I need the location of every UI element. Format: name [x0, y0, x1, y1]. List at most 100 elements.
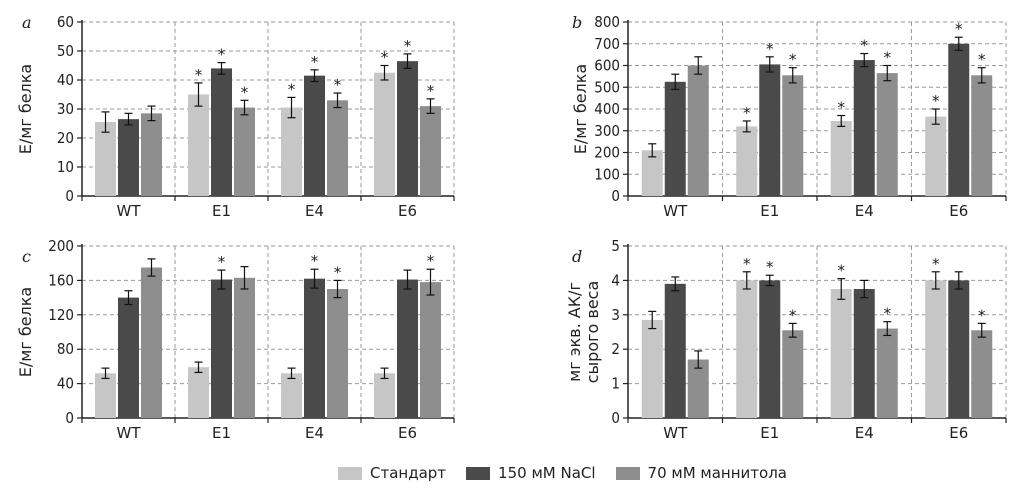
panel-d-bar [687, 359, 709, 418]
panel-a-significance-mark: * [427, 82, 435, 100]
panel-b-bar [782, 75, 804, 196]
panel-c-x-tick-label: E6 [398, 424, 417, 442]
panel-d-significance-mark: * [884, 305, 892, 323]
panel-b-significance-mark: * [861, 37, 869, 55]
panel-a-significance-mark: * [241, 83, 249, 101]
panel-b-significance-mark: * [955, 20, 963, 38]
panel-a-significance-mark: * [334, 76, 342, 94]
panel-c-bar [304, 278, 325, 418]
legend-label-standard: Стандарт [370, 464, 447, 482]
panel-a-significance-mark: * [311, 53, 319, 71]
panel-a-bar [211, 68, 232, 196]
panel-c-bar [234, 277, 255, 418]
panel-c-bar [188, 367, 209, 418]
panel-a-bar [327, 100, 348, 196]
panel-c-bar [211, 279, 232, 418]
panel-c-bar [397, 279, 418, 418]
panel-a-x-tick-label: WT [117, 202, 142, 220]
panel-d-y-tick-label: 4 [611, 271, 620, 289]
panel-a-y-tick-label: 20 [57, 129, 74, 147]
panel-a-x-tick-label: E4 [305, 202, 324, 220]
panel-a-y-tick-label: 30 [57, 100, 74, 118]
panel-d-y-tick-label: 3 [611, 306, 620, 324]
panel-d-y-axis-label-line2: сырого веса [583, 281, 602, 384]
legend-item-nacl: 150 мМ NaCl [466, 464, 596, 482]
panel-c-significance-mark: * [427, 252, 435, 270]
panel-d-bar [971, 330, 993, 418]
panel-c-y-axis-label: Е/мг белка [16, 287, 35, 377]
panel-b-bar [736, 126, 758, 196]
panel-a-significance-mark: * [288, 80, 296, 98]
panel-d-bar [925, 280, 947, 418]
panel-d-bar [830, 289, 852, 418]
panel-d-significance-mark: * [932, 255, 940, 273]
panel-a-bar [420, 106, 441, 196]
panel-b-y-tick-label: 500 [594, 78, 620, 96]
panel-b-significance-mark: * [789, 51, 797, 69]
panel-d-bar [641, 319, 663, 418]
panel-b-bar [664, 81, 686, 196]
panel-b-y-tick-label: 700 [594, 35, 620, 53]
panel-b-letter: b [572, 13, 582, 32]
panel-c-y-tick-label: 80 [57, 340, 74, 358]
panel-d-y-tick-label: 0 [611, 409, 620, 427]
panel-d-y-axis-label: мг экв. АК/гсырого веса [565, 281, 602, 384]
panel-d-bar [948, 280, 970, 418]
legend-item-standard: Стандарт [338, 464, 446, 482]
panel-a-letter: a [22, 13, 32, 32]
panel-d-x-tick-label: E1 [760, 424, 779, 442]
panel-b-bar [948, 43, 970, 196]
panel-b-significance-mark: * [766, 40, 774, 58]
panel-b-significance-mark: * [743, 104, 751, 122]
panel-a-y-tick-label: 50 [57, 42, 74, 60]
panel-a-significance-mark: * [218, 46, 226, 64]
panel-d-significance-mark: * [743, 255, 751, 273]
legend-item-mannitol: 70 мМ маннитола [615, 464, 787, 482]
panel-b-bar [687, 65, 709, 196]
panel-b-bar [925, 116, 947, 196]
panel-c-bar [141, 267, 162, 418]
panel-a-significance-mark: * [381, 49, 389, 67]
panel-c-x-tick-label: E4 [305, 424, 324, 442]
panel-b-bar [641, 150, 663, 196]
panel-d-significance-mark: * [978, 306, 986, 324]
panel-b-x-tick-label: E1 [760, 202, 779, 220]
panel-a-bar [118, 119, 139, 196]
panel-c-y-tick-label: 40 [57, 375, 74, 393]
panel-a-bar [397, 61, 418, 197]
panel-b-x-tick-label: WT [663, 202, 688, 220]
panel-b-y-axis-label: Е/мг белка [571, 64, 590, 154]
panel-d-bar [853, 289, 875, 418]
panel-c-bar [327, 289, 348, 418]
panel-a-bar [188, 94, 209, 196]
legend: Стандарт 150 мМ NaCl 70 мМ маннитола [338, 462, 858, 484]
legend-label-mannitol: 70 мМ маннитола [647, 464, 787, 482]
panel-a-y-tick-label: 60 [57, 13, 74, 31]
panel-a-y-tick-label: 0 [65, 187, 74, 205]
panel-b-significance-mark: * [932, 92, 940, 110]
panel-a-y-axis-label: Е/мг белка [16, 64, 35, 154]
panel-d-bar [759, 280, 781, 418]
panel-a-x-tick-label: E1 [212, 202, 231, 220]
panel-a-significance-mark: * [195, 66, 203, 84]
panel-b-bar [971, 75, 993, 196]
panel-d-x-tick-label: WT [663, 424, 688, 442]
panel-b-significance-mark: * [884, 49, 892, 67]
panel-b-significance-mark: * [978, 51, 986, 69]
panel-a-y-tick-label: 10 [57, 158, 74, 176]
panel-c-bar [281, 373, 302, 418]
panel-c-letter: c [22, 247, 31, 266]
legend-swatch-nacl [466, 466, 491, 480]
panel-c-y-tick-label: 0 [65, 409, 74, 427]
panel-c-y-tick-label: 160 [48, 271, 74, 289]
panel-b-significance-mark: * [838, 99, 846, 117]
panel-d-significance-mark: * [838, 262, 846, 280]
panel-b-x-tick-label: E4 [855, 202, 874, 220]
legend-label-nacl: 150 мМ NaCl [498, 464, 596, 482]
panel-b-y-tick-label: 800 [594, 13, 620, 31]
panel-d-y-tick-label: 1 [611, 375, 620, 393]
panel-c-significance-mark: * [311, 252, 319, 270]
panel-d-bar [736, 280, 758, 418]
panel-b-bar [759, 64, 781, 196]
